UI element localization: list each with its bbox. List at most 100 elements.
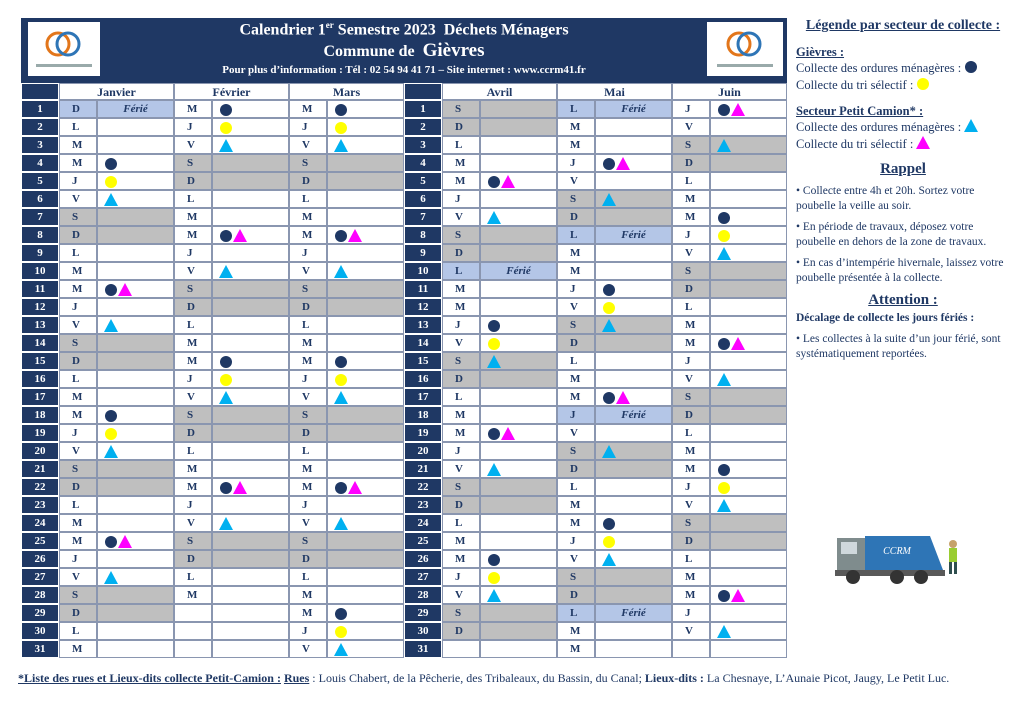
day-number: 28: [404, 586, 442, 604]
weekday-cell: M: [289, 334, 327, 352]
weekday-cell: J: [289, 118, 327, 136]
collection-cell: [595, 370, 672, 388]
logo-mark: [36, 31, 92, 67]
collection-cell: [327, 298, 404, 316]
collection-cell: [212, 460, 289, 478]
collection-cell: [595, 118, 672, 136]
icons: [487, 211, 501, 224]
icon: [917, 78, 930, 90]
icons: [488, 320, 500, 332]
collection-cell: [212, 172, 289, 190]
collection-cell: [595, 550, 672, 568]
icons: [717, 139, 731, 152]
collection-cell: [710, 514, 787, 532]
icons: [718, 464, 730, 476]
weekday-cell: L: [672, 298, 710, 316]
weekday-cell: M: [174, 586, 212, 604]
weekday-cell: V: [557, 424, 595, 442]
weekday-cell: V: [557, 298, 595, 316]
collection-cell: [480, 532, 557, 550]
logo: [707, 22, 783, 76]
weekday-cell: S: [59, 208, 97, 226]
day-number: 25: [21, 532, 59, 550]
icons: [335, 608, 347, 620]
collection-cell: [710, 118, 787, 136]
icons: [487, 355, 501, 368]
weekday-cell: M: [289, 460, 327, 478]
collection-cell: [595, 424, 672, 442]
month-header: Mai: [557, 83, 672, 100]
icon: [334, 643, 348, 656]
weekday-cell: M: [59, 406, 97, 424]
weekday-cell: J: [557, 280, 595, 298]
weekday-cell: M: [59, 136, 97, 154]
icon: [104, 445, 118, 458]
icon: [335, 230, 347, 242]
corner-cell: [404, 83, 442, 100]
legend-text: Collecte des ordures ménagères :: [796, 61, 962, 75]
icon: [335, 374, 347, 386]
collection-cell: [710, 190, 787, 208]
weekday-cell: D: [672, 406, 710, 424]
weekday-cell: V: [174, 388, 212, 406]
collection-cell: [97, 460, 174, 478]
weekday-cell: S: [442, 100, 480, 118]
day-number: 30: [404, 622, 442, 640]
logo: [28, 22, 100, 76]
weekday-cell: D: [59, 478, 97, 496]
weekday-cell: L: [174, 316, 212, 334]
weekday-cell: J: [174, 118, 212, 136]
collection-cell: [710, 622, 787, 640]
weekday-cell: L: [672, 550, 710, 568]
collection-cell: [480, 298, 557, 316]
weekday-cell: J: [672, 100, 710, 118]
collection-cell: [595, 262, 672, 280]
collection-cell: [480, 316, 557, 334]
weekday-cell: D: [289, 172, 327, 190]
corner-cell: [21, 83, 59, 100]
day-number: 31: [404, 640, 442, 658]
icons: [488, 554, 500, 566]
weekday-cell: J: [442, 316, 480, 334]
weekday-cell: J: [672, 604, 710, 622]
attention-item: • Les collectes à la suite d’un jour fér…: [796, 333, 1001, 360]
collection-cell: [212, 478, 289, 496]
attention-subtitle: Décalage de collecte les jours fériés :: [796, 312, 975, 324]
commune-label: Commune de: [323, 43, 415, 61]
weekday-cell: D: [59, 226, 97, 244]
rappel-item: • En période de travaux, déposez votre p…: [796, 221, 987, 248]
month-header: Mars: [289, 83, 404, 100]
weekday-cell: S: [672, 136, 710, 154]
truck-illustration: CCRM: [835, 536, 957, 584]
collection-cell: [595, 136, 672, 154]
icon: [718, 212, 730, 224]
collection-cell: [212, 208, 289, 226]
collection-cell: [97, 514, 174, 532]
weekday-cell: [174, 622, 212, 640]
icons: [964, 119, 979, 132]
day-number: 21: [21, 460, 59, 478]
icons: [335, 374, 347, 386]
weekday-cell: V: [289, 136, 327, 154]
icons: [718, 337, 745, 350]
icons: [334, 391, 348, 404]
collection-cell: [710, 478, 787, 496]
collection-cell: [212, 586, 289, 604]
day-number: 13: [21, 316, 59, 334]
weekday-cell: D: [174, 298, 212, 316]
icon: [220, 374, 232, 386]
collection-cell: [595, 190, 672, 208]
collection-cell: [595, 388, 672, 406]
icon: [219, 517, 233, 530]
day-number: 23: [404, 496, 442, 514]
weekday-cell: S: [289, 154, 327, 172]
collection-cell: [97, 262, 174, 280]
day-number: 12: [404, 298, 442, 316]
icons: [219, 265, 233, 278]
collection-cell: [480, 244, 557, 262]
weekday-cell: J: [442, 442, 480, 460]
weekday-cell: S: [59, 586, 97, 604]
icons: [334, 265, 348, 278]
icon: [717, 247, 731, 260]
day-number: 19: [404, 424, 442, 442]
